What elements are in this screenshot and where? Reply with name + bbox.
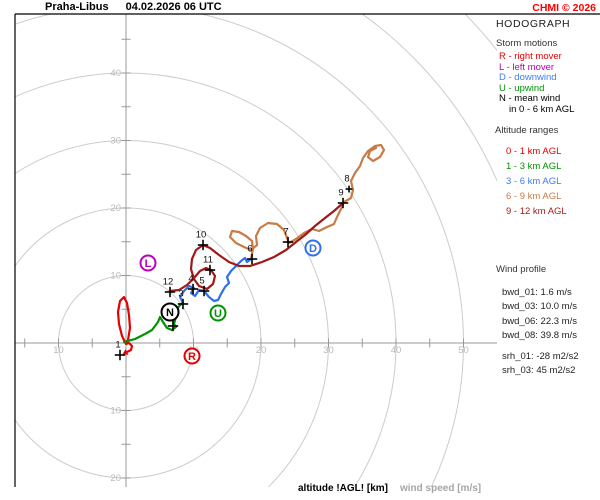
bwd-value-1: bwd_03: 10.0 m/s [502,301,577,313]
trace-0-1-km [116,295,134,354]
storm-motion-legend-item-0: R - right mover [499,51,562,62]
svg-text:L: L [145,258,152,270]
altitude-marker-5km: 5 [198,276,210,297]
altitude-marker-11km: 11 [203,255,216,276]
storm-motion-marker-D: D [304,239,322,257]
bwd-value-0: bwd_01: 1.6 m/s [502,287,572,298]
altitude-range-legend-item-0: 0 - 1 km AGL [506,146,562,157]
altitude-range-legend-item-3: 6 - 9 km AGL [506,191,562,202]
altitude-marker-10km: 10 [196,229,209,251]
trace-3-6-km [178,256,253,305]
svg-text:8: 8 [344,174,349,185]
svg-text:4: 4 [188,274,193,285]
svg-text:40: 40 [110,68,121,79]
panel-heading: HODOGRAPH [496,18,571,30]
svg-text:10: 10 [110,271,121,282]
svg-text:12: 12 [163,276,174,287]
svg-text:D: D [309,243,317,255]
altitude-marker-9km: 9 [337,188,349,209]
station-name: Praha-Libus [45,1,109,13]
storm-motion-legend-item-5: in 0 - 6 km AGL [509,103,575,115]
storm-motions-legend: R - right mover L - left mover D - downwin… [499,51,575,116]
title-datetime: 04.02.2026 06 UTC [125,1,222,13]
wind-profile-label: Wind profile [496,264,547,275]
svg-text:7: 7 [283,227,288,238]
svg-text:1: 1 [115,340,120,351]
svg-text:20: 20 [110,473,121,484]
svg-text:10: 10 [196,229,207,240]
svg-text:N: N [166,307,174,319]
trace-6-9-km [228,143,386,261]
copyright-label: CHMI © 2026 [532,2,596,14]
svg-text:9: 9 [338,188,343,199]
altitude-marker-4km: 4 [187,274,199,295]
svg-text:11: 11 [203,255,213,266]
altitude-range-legend-item-1: 1 - 3 km AGL [506,161,562,172]
srh-value-0: srh_01: -28 m2/s2 [502,351,579,362]
svg-text:3: 3 [178,288,183,299]
altitude-marker-2km [167,320,179,332]
ring-labels: 10 10 10 10 20 20 20 30 30 40 40 50 [53,68,469,484]
svg-text:U: U [214,308,222,320]
altitude-marker-6km: 6 [246,244,258,265]
storm-motion-legend-item-4: N - mean wind [499,93,561,105]
svg-text:30: 30 [323,345,334,356]
bwd-value-2: bwd_06: 22.3 m/s [502,315,577,327]
trace-end-arrow [122,349,129,355]
srh-values: srh_01: -28 m2/s2 srh_03: 45 m2/s2 [502,350,579,378]
storm-motions-label: Storm motions [496,38,558,49]
storm-motion-marker-U: U [209,304,227,322]
altitude-range-legend-item-4: 9 - 12 km AGL [506,206,567,217]
altitude-marker-1km: 1 [114,340,126,361]
storm-motion-marker-R: R [183,347,201,365]
svg-text:40: 40 [391,345,402,356]
page-title: Praha-Libus 04.02.2026 06 UTC [45,1,222,13]
footer-windspeed-label: wind speed [m/s] [400,483,482,494]
altitude-marker-3km: 3 [177,288,189,310]
svg-text:10: 10 [53,345,64,356]
svg-text:6: 6 [247,244,252,255]
storm-motion-legend-item-2: D - downwind [499,72,557,84]
altitude-marker-12km: 12 [163,276,176,298]
bwd-value-3: bwd_08: 39.8 m/s [502,330,577,342]
altitude-range-legend-item-2: 3 - 6 km AGL [506,176,562,187]
wind-profile-values: bwd_01: 1.6 m/s bwd_03: 10.0 m/s bwd_06: 2… [502,286,577,344]
svg-text:50: 50 [458,345,469,356]
trace-9-12-km [168,201,345,293]
svg-text:20: 20 [110,203,121,214]
svg-text:10: 10 [110,406,121,417]
storm-motion-marker-L: L [139,254,157,272]
altitude-marker-8km: 8 [344,174,353,193]
svg-text:30: 30 [110,136,121,147]
storm-motion-legend-item-3: U - upwind [499,82,545,94]
storm-motion-marker-N: N [160,302,180,322]
srh-value-1: srh_03: 45 m2/s2 [502,365,576,377]
footer-altitude-label: altitude !AGL! [km] [298,483,388,494]
svg-text:5: 5 [199,276,204,287]
altitude-ranges-label: Altitude ranges [495,125,559,136]
svg-text:20: 20 [256,345,267,356]
storm-motion-legend-item-1: L - left mover [499,61,555,73]
altitude-marker-7km: 7 [282,227,294,248]
svg-text:R: R [188,351,196,363]
altitude-ranges-legend: 0 - 1 km AGL 1 - 3 km AGL 3 - 6 km AGL 6 - … [506,144,567,219]
